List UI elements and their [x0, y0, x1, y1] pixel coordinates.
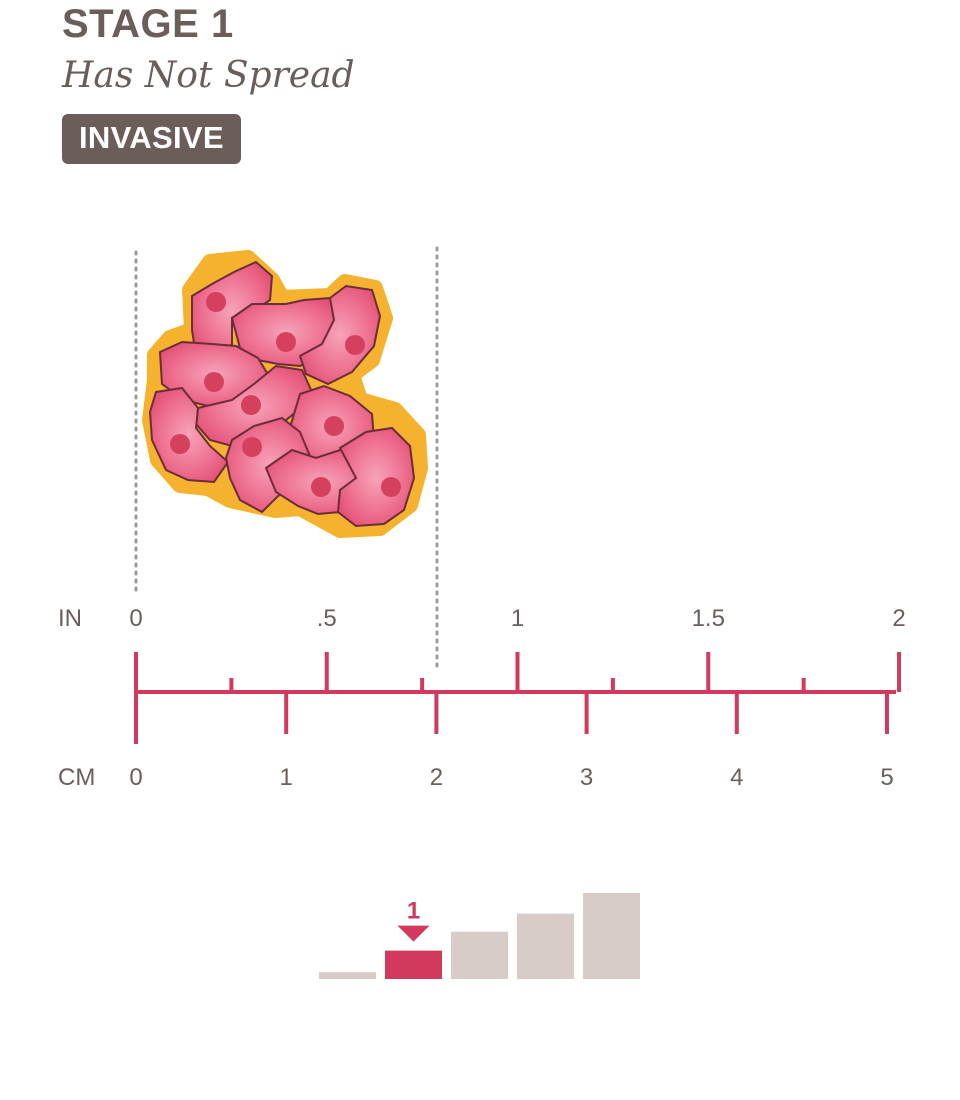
stage-bar [451, 931, 508, 979]
cell-nuclei [170, 292, 401, 497]
cm-tick-label: 0 [129, 764, 142, 791]
cm-tick-label: 2 [430, 764, 443, 791]
cm-tick-label: 4 [730, 764, 743, 791]
cm-tick-label: 1 [280, 764, 293, 791]
stage-bar [517, 913, 574, 979]
cm-tick-label: 5 [880, 764, 893, 791]
cell [148, 386, 230, 484]
stage-indicator [319, 893, 640, 979]
stage-header: STAGE 1 Has Not Spread INVASIVE [62, 0, 355, 164]
inch-unit-label: IN [58, 605, 82, 632]
cm-tick-label: 3 [580, 764, 593, 791]
measurement-ruler [134, 652, 902, 744]
stage-subtitle: Has Not Spread [62, 55, 355, 96]
tumor-cell-cluster [142, 250, 428, 538]
cell [298, 284, 382, 386]
inch-tick-label: .5 [317, 605, 337, 632]
invasive-badge: INVASIVE [62, 114, 241, 164]
cell [336, 426, 416, 528]
stage-bar [583, 893, 640, 979]
stage-marker-arrow [397, 925, 430, 942]
inch-tick-label: 0 [129, 605, 142, 632]
inch-tick-label: 1 [511, 605, 524, 632]
stage-bar [319, 972, 376, 979]
stage-bar-active [385, 950, 442, 979]
inch-tick-label: 1.5 [692, 605, 725, 632]
inch-tick-label: 2 [892, 605, 905, 632]
stage-marker-label: 1 [407, 898, 420, 925]
cm-unit-label: CM [58, 764, 95, 791]
stage-title: STAGE 1 [62, 2, 234, 46]
